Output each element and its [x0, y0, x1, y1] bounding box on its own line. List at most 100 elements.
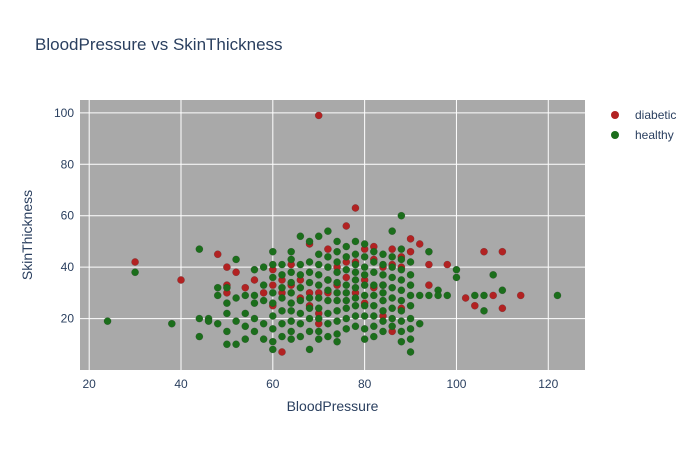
- data-point-healthy: [131, 268, 139, 277]
- data-point-healthy: [268, 299, 277, 307]
- data-point-healthy: [425, 247, 433, 256]
- data-point-healthy: [324, 253, 332, 261]
- data-point-healthy: [397, 317, 406, 325]
- data-point-healthy: [287, 307, 296, 315]
- x-tick-label: 100: [446, 377, 466, 391]
- data-point-healthy: [324, 319, 332, 328]
- data-point-healthy: [296, 283, 305, 292]
- data-point-healthy: [241, 309, 250, 318]
- data-point-healthy: [360, 271, 369, 279]
- data-point-healthy: [213, 319, 222, 328]
- data-point-healthy: [379, 289, 387, 297]
- data-point-healthy: [278, 283, 286, 292]
- data-point-healthy: [333, 317, 341, 325]
- data-point-healthy: [278, 260, 286, 269]
- data-point-healthy: [369, 291, 378, 300]
- data-point-healthy: [296, 232, 305, 241]
- data-point-healthy: [268, 289, 277, 297]
- data-point-diabetic: [498, 247, 507, 256]
- data-point-healthy: [388, 253, 397, 261]
- data-point-healthy: [360, 291, 369, 300]
- legend-item-healthy[interactable]: healthy: [611, 128, 674, 142]
- data-point-healthy: [388, 273, 397, 282]
- data-point-healthy: [333, 296, 341, 305]
- data-point-healthy: [223, 299, 231, 307]
- data-point-healthy: [369, 247, 378, 256]
- data-point-diabetic: [223, 263, 231, 271]
- legend[interactable]: diabetic healthy: [611, 108, 676, 142]
- data-point-healthy: [379, 296, 387, 305]
- data-point-healthy: [250, 265, 259, 274]
- data-point-healthy: [388, 314, 397, 323]
- data-point-healthy: [324, 227, 332, 235]
- data-point-healthy: [406, 314, 415, 323]
- data-point-healthy: [388, 294, 397, 302]
- data-point-healthy: [314, 335, 323, 343]
- data-point-healthy: [406, 335, 415, 343]
- data-point-healthy: [360, 325, 369, 333]
- data-point-healthy: [333, 237, 341, 246]
- data-point-healthy: [360, 335, 369, 343]
- data-point-healthy: [379, 260, 387, 269]
- data-point-healthy: [388, 263, 397, 271]
- data-point-healthy: [259, 281, 268, 289]
- data-point-healthy: [406, 281, 415, 289]
- data-point-healthy: [268, 247, 277, 256]
- data-point-healthy: [369, 258, 378, 266]
- data-point-healthy: [360, 312, 369, 320]
- data-point-healthy: [223, 283, 231, 292]
- data-point-healthy: [223, 309, 231, 318]
- data-point-healthy: [480, 291, 488, 300]
- data-point-diabetic: [406, 235, 415, 243]
- data-point-healthy: [250, 314, 259, 323]
- data-point-healthy: [342, 289, 351, 297]
- x-tick-label: 40: [174, 377, 188, 391]
- data-point-healthy: [296, 296, 305, 305]
- data-point-healthy: [388, 322, 397, 331]
- y-tick-label: 80: [61, 157, 75, 171]
- grid-lines: [80, 100, 585, 370]
- data-point-healthy: [278, 271, 286, 279]
- y-tick-label: 20: [61, 312, 75, 326]
- y-axis-title: SkinThickness: [19, 190, 35, 280]
- data-point-healthy: [268, 312, 277, 320]
- data-point-healthy: [342, 304, 351, 313]
- data-point-healthy: [287, 299, 296, 307]
- data-point-healthy: [351, 276, 360, 284]
- legend-item-diabetic[interactable]: diabetic: [611, 108, 676, 122]
- data-point-diabetic: [498, 304, 507, 313]
- data-point-healthy: [324, 286, 332, 295]
- data-point-healthy: [397, 255, 406, 264]
- data-point-diabetic: [470, 301, 479, 310]
- data-point-healthy: [296, 309, 305, 318]
- data-point-diabetic: [213, 250, 222, 259]
- data-point-healthy: [351, 301, 360, 310]
- data-point-healthy: [324, 332, 332, 341]
- data-point-healthy: [351, 322, 360, 331]
- data-point-healthy: [278, 319, 286, 328]
- data-point-healthy: [314, 271, 323, 279]
- data-point-healthy: [314, 314, 323, 323]
- data-point-diabetic: [342, 273, 351, 282]
- data-point-healthy: [324, 309, 332, 318]
- data-point-healthy: [213, 291, 222, 300]
- data-point-diabetic: [324, 245, 332, 253]
- data-point-healthy: [305, 268, 314, 277]
- data-point-diabetic: [232, 268, 240, 277]
- data-point-healthy: [268, 337, 277, 346]
- data-point-healthy: [250, 291, 259, 300]
- data-point-healthy: [223, 327, 231, 336]
- data-point-diabetic: [461, 294, 470, 302]
- data-point-healthy: [434, 291, 442, 300]
- data-point-healthy: [287, 255, 296, 264]
- data-point-healthy: [259, 296, 268, 305]
- data-point-healthy: [324, 296, 332, 305]
- data-point-healthy: [232, 294, 240, 302]
- data-point-healthy: [489, 271, 498, 279]
- data-point-healthy: [287, 317, 296, 325]
- data-point-healthy: [333, 258, 341, 266]
- data-point-healthy: [406, 348, 415, 356]
- data-point-diabetic: [342, 222, 351, 230]
- data-point-healthy: [103, 317, 112, 325]
